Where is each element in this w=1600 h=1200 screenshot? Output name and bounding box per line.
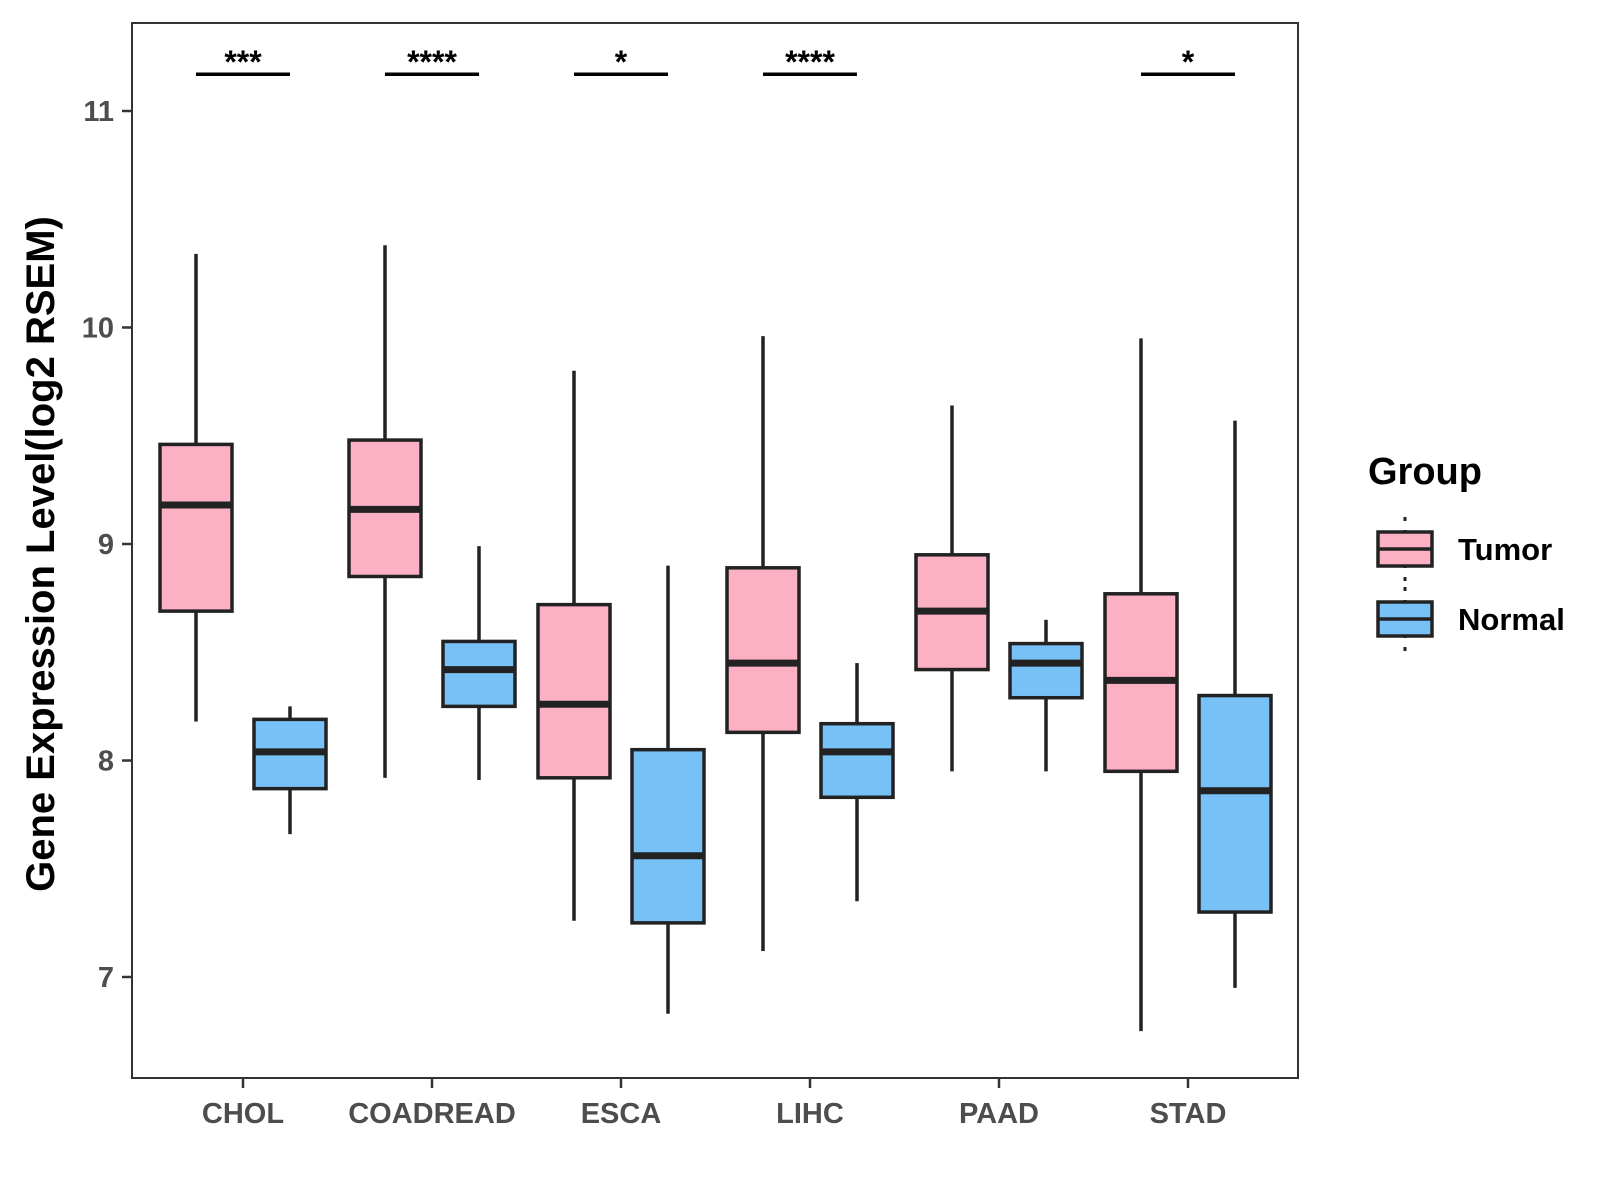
legend: Group Tumor Normal — [1368, 451, 1565, 651]
y-tick-label: 7 — [98, 962, 114, 994]
box-body — [819, 721, 895, 800]
legend-label: Normal — [1458, 602, 1565, 637]
x-tick-label: ESCA — [581, 1098, 662, 1130]
tumor-box-coadread — [347, 245, 423, 778]
y-tick-label: 8 — [98, 746, 114, 778]
legend-key-gap — [1377, 591, 1433, 600]
normal-box-esca — [630, 565, 706, 1014]
legend-key-gap — [1377, 521, 1433, 530]
box-body — [630, 747, 706, 925]
tumor-box-paad — [914, 405, 990, 772]
normal-box-coadread — [441, 546, 517, 780]
significance-label: * — [615, 44, 628, 80]
box-body — [1008, 641, 1084, 700]
y-tick-label: 11 — [83, 96, 114, 128]
tumor-box-lihc — [725, 336, 801, 952]
x-tick-label: LIHC — [776, 1098, 844, 1130]
x-tick-label: STAD — [1150, 1098, 1227, 1130]
normal-box-chol — [252, 706, 328, 835]
box-body — [441, 639, 517, 709]
legend-key-gap — [1377, 568, 1433, 577]
legend-item-normal: Normal — [1376, 587, 1565, 651]
tumor-box-chol — [158, 253, 234, 722]
box-body — [536, 602, 612, 780]
significance-label: *** — [224, 44, 262, 80]
significance-label: * — [1182, 44, 1195, 80]
normal-box-stad — [1197, 420, 1273, 988]
x-tick-label: CHOL — [202, 1098, 284, 1130]
significance-label: **** — [785, 44, 835, 80]
legend-label: Tumor — [1458, 532, 1552, 567]
y-axis-label: Gene Expression Level(log2 RSEM) — [19, 216, 63, 892]
x-tick-label: COADREAD — [348, 1098, 516, 1130]
legend-key-gap — [1377, 638, 1433, 647]
tumor-box-esca — [536, 370, 612, 921]
normal-box-paad — [1008, 619, 1084, 772]
tumor-box-stad — [1103, 338, 1179, 1032]
y-tick-label: 9 — [98, 529, 114, 561]
legend-item-tumor: Tumor — [1376, 517, 1552, 581]
y-tick-label: 10 — [82, 313, 114, 345]
panel-border — [131, 22, 1299, 1079]
box-body — [158, 442, 234, 613]
legend-title: Group — [1368, 451, 1482, 493]
box-body — [725, 566, 801, 735]
x-tick-label: PAAD — [959, 1098, 1039, 1130]
box-body — [1197, 693, 1273, 914]
normal-box-lihc — [819, 663, 895, 902]
significance-label: **** — [407, 44, 457, 80]
